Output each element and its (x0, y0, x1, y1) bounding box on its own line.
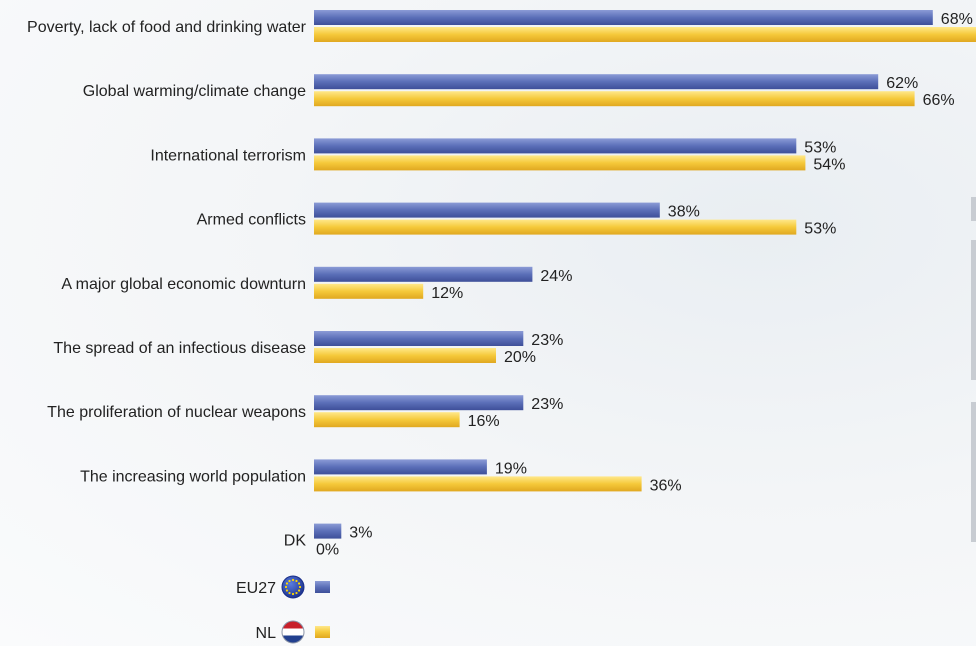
legend-label: EU27 (236, 580, 276, 597)
nl-value-label: 36% (650, 477, 682, 494)
eu27-bar (314, 202, 660, 218)
nl-bar (314, 219, 797, 235)
nl-bar (314, 348, 496, 363)
right-edge-strip (971, 240, 976, 380)
category-label: DK (284, 533, 307, 550)
category-label: The spread of an infectious disease (53, 340, 306, 357)
eu27-value-label: 23% (531, 396, 563, 413)
legend-label: NL (256, 625, 277, 642)
eu27-value-label: 3% (349, 525, 372, 542)
nl-flag-icon (281, 620, 305, 644)
eu27-bar (314, 10, 933, 25)
nl-value-label: 0% (316, 542, 339, 559)
nl-value-label: 53% (804, 221, 836, 238)
nl-value-label: 20% (504, 349, 536, 366)
category-label: Poverty, lack of food and drinking water (27, 19, 307, 36)
eu27-bar (314, 459, 487, 475)
legend: EU27 NL (236, 575, 330, 644)
category-label: Global warming/climate change (83, 83, 306, 100)
eu27-bar (314, 331, 524, 346)
right-edge-strip (971, 197, 976, 221)
nl-bar (314, 476, 642, 492)
eu27-bar (314, 74, 879, 90)
category-label: The proliferation of nuclear weapons (47, 404, 306, 421)
eu27-bar (314, 523, 342, 539)
bars-layer (314, 10, 976, 539)
nl-value-label: 66% (923, 92, 955, 109)
category-label: A major global economic downturn (61, 276, 306, 293)
category-label: International terrorism (150, 147, 306, 164)
eu27-value-label: 19% (495, 460, 527, 477)
nl-bar (314, 283, 424, 299)
nl-bar (314, 27, 976, 42)
legend-swatch (315, 626, 330, 638)
eu27-value-label: 62% (886, 75, 918, 92)
legend-swatch (315, 581, 330, 593)
nl-value-label: 54% (813, 156, 845, 173)
eu27-bar (314, 266, 533, 282)
eu27-bar (314, 395, 524, 411)
nl-bar (314, 412, 460, 428)
eu27-value-label: 23% (531, 332, 563, 349)
eu27-value-label: 53% (804, 139, 836, 156)
eu27-value-label: 24% (540, 268, 572, 285)
eu27-value-label: 68% (941, 11, 973, 28)
labels-layer: Poverty, lack of food and drinking water… (27, 11, 973, 559)
category-label: Armed conflicts (197, 212, 306, 229)
nl-value-label: 16% (468, 413, 500, 430)
right-edge-strip (971, 402, 976, 542)
eu27-bar (314, 138, 797, 154)
eu-flag-icon (281, 575, 305, 599)
nl-bar (314, 91, 915, 107)
nl-value-label: 12% (431, 285, 463, 302)
nl-bar (314, 155, 806, 171)
eu27-value-label: 38% (668, 204, 700, 221)
category-label: The increasing world population (80, 468, 306, 485)
